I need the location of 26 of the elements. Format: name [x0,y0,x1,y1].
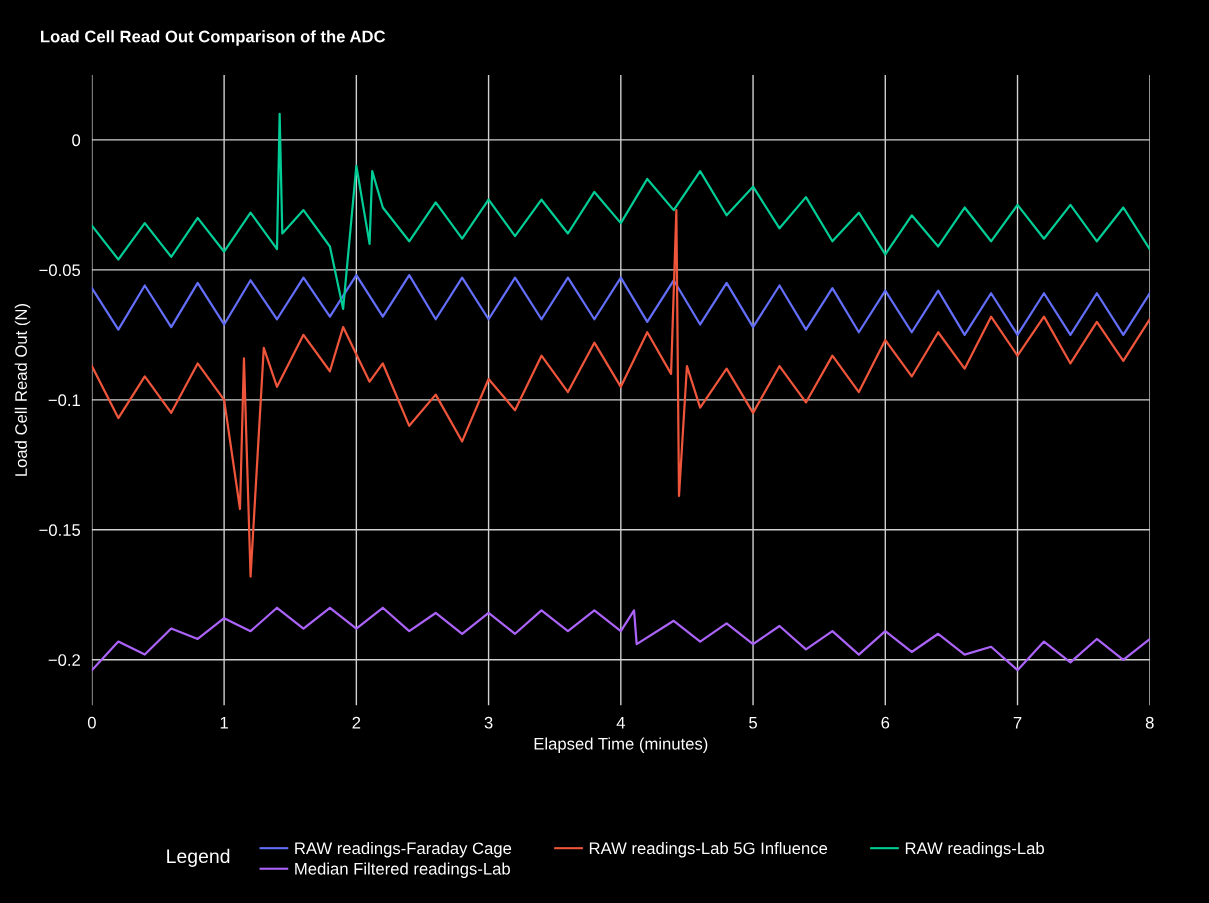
y-tick-label: −0.05 [39,264,81,277]
x-tick-label: 1 [220,716,228,729]
y-tick-label: −0.2 [48,654,80,666]
y-axis-title: Load Cell Read Out (N) [14,304,31,476]
y-tick-label: 0 [72,134,81,147]
legend-title: Legend [167,848,230,867]
x-tick-label: 5 [749,716,757,729]
line-series [91,273,1150,336]
x-tick-label: 3 [484,716,493,729]
x-tick-label: 8 [1145,716,1154,729]
line-series [91,606,1150,672]
x-tick-label: 2 [352,716,361,729]
chart-title: Load Cell Read Out Comparison of the ADC [41,30,386,46]
x-tick-label: 7 [1013,716,1022,729]
legend-label: RAW readings-Faraday Cage [295,841,512,858]
x-tick-label: 0 [87,716,96,729]
legend-label: Median Filtered readings-Lab [295,862,510,879]
legend-label: RAW readings-Lab 5G Influence [589,841,828,858]
legend-label: RAW readings-Lab [905,841,1044,858]
x-tick-label: 6 [881,716,890,729]
line-series [91,208,1150,578]
x-axis-title: Elapsed Time (minutes) [534,737,708,753]
y-tick-label: −0.1 [48,394,80,407]
line-series [91,112,1150,310]
y-tick-label: −0.15 [39,524,81,536]
x-tick-label: 4 [616,716,625,729]
